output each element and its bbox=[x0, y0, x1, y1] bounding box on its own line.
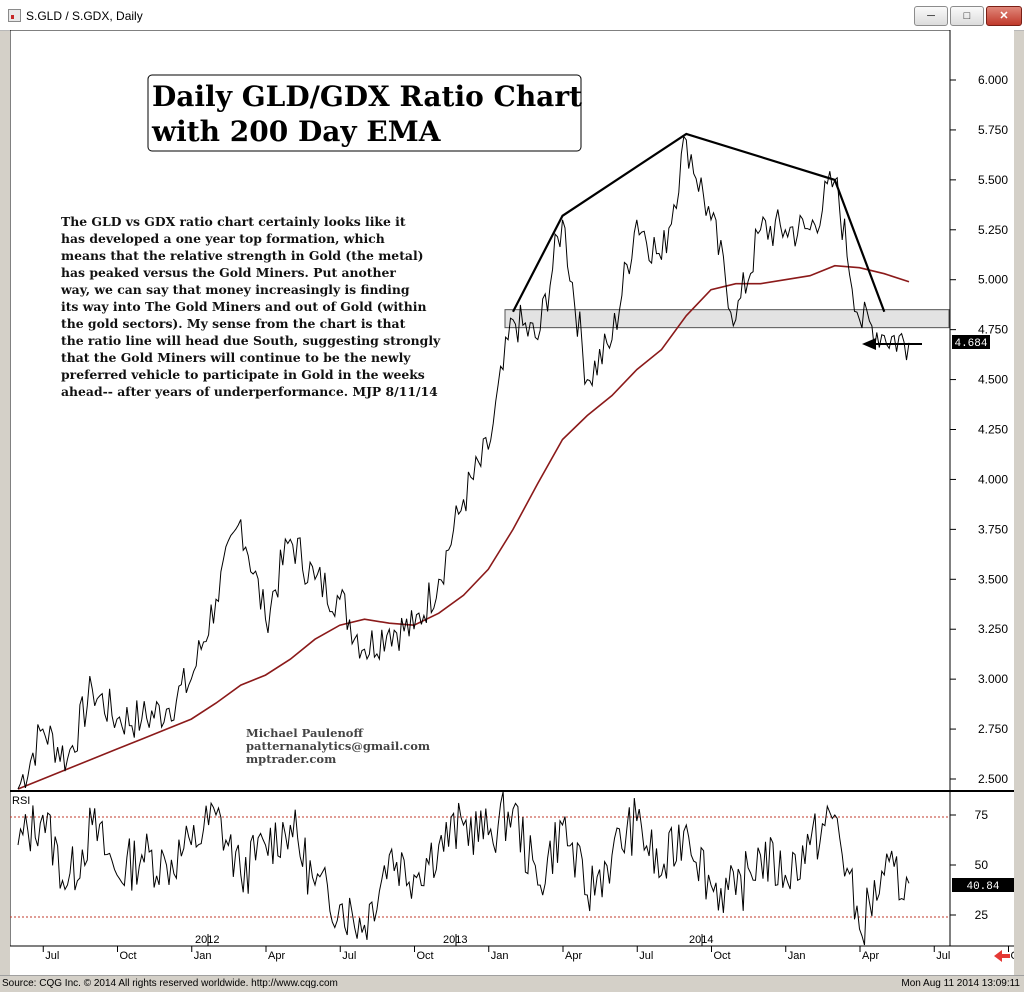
price-y-tick-label: 3.000 bbox=[978, 672, 1008, 686]
rsi-panel-frame bbox=[10, 790, 951, 947]
status-source: Source: CQG Inc. © 2014 All rights reser… bbox=[2, 978, 338, 989]
price-y-tick-label: 5.750 bbox=[978, 123, 1008, 137]
price-y-tick-label: 4.500 bbox=[978, 373, 1008, 387]
annotation-line: the ratio line will head due South, sugg… bbox=[61, 333, 441, 348]
year-label: 2014 bbox=[689, 934, 713, 946]
window-title: S.GLD / S.GDX, Daily bbox=[26, 9, 143, 23]
x-tick-label: Jul bbox=[342, 950, 356, 962]
credit-email: patternanalytics@gmail.com bbox=[246, 739, 430, 753]
x-tick-label: Jul bbox=[45, 950, 59, 962]
x-tick-label: Jan bbox=[491, 950, 509, 962]
x-axis: Jul Oct Jan Apr Jul Oct Jan Apr Jul Oct Jan Apr Jul O… bbox=[42, 934, 1015, 962]
x-tick-label: Jul bbox=[639, 950, 653, 962]
rsi-y-axis: 75 50 25 bbox=[950, 808, 988, 922]
close-icon: ✕ bbox=[999, 10, 1009, 22]
ema-layer bbox=[17, 264, 910, 790]
annotation-line: has developed a one year top formation, … bbox=[61, 231, 385, 246]
top-formation-line bbox=[512, 132, 886, 313]
price-y-tick-label: 2.500 bbox=[978, 772, 1008, 786]
rsi-y-tick-label: 50 bbox=[975, 858, 989, 872]
price-y-tick-label: 3.750 bbox=[978, 522, 1008, 536]
top-formation-layer bbox=[512, 132, 886, 313]
rsi-line bbox=[17, 791, 910, 946]
status-bar: Source: CQG Inc. © 2014 All rights reser… bbox=[0, 975, 1024, 992]
price-last-value: 4.684 bbox=[954, 338, 987, 350]
price-y-tick-label: 4.750 bbox=[978, 323, 1008, 337]
price-y-tick-label: 3.250 bbox=[978, 622, 1008, 636]
price-panel-frame bbox=[10, 30, 951, 792]
annotation-line: preferred vehicle to participate in Gold… bbox=[61, 367, 425, 382]
price-y-tick-label: 5.000 bbox=[978, 273, 1008, 287]
window-titlebar: S.GLD / S.GDX, Daily ─ □ ✕ bbox=[0, 0, 1024, 31]
price-y-tick-label: 5.250 bbox=[978, 223, 1008, 237]
price-ratio-line bbox=[17, 135, 910, 790]
x-tick-label: Apr bbox=[565, 950, 582, 962]
annotation-line: the gold sectors). My sense from the cha… bbox=[61, 316, 406, 331]
maximize-button[interactable]: □ bbox=[950, 6, 984, 26]
annotation-line: way, we can say that money increasingly … bbox=[60, 282, 410, 297]
price-y-axis: 6.000 5.750 5.500 5.250 5.000 4.750 4.500 4.250… bbox=[950, 73, 1008, 786]
x-tick-label: Jan bbox=[194, 950, 212, 962]
annotation-line: means that the relative strength in Gold… bbox=[61, 248, 424, 263]
annotation-line: has peaked versus the Gold Miners. Put a… bbox=[61, 265, 396, 280]
annotation-line: The GLD vs GDX ratio chart certainly loo… bbox=[61, 214, 406, 229]
price-last-value-badge bbox=[952, 335, 990, 349]
price-y-tick-label: 2.750 bbox=[978, 722, 1008, 736]
annotation-line: ahead-- after years of underperformance.… bbox=[61, 384, 438, 399]
chart-app-icon bbox=[8, 9, 21, 22]
rsi-label: RSI bbox=[12, 795, 30, 807]
rsi-y-tick-label: 25 bbox=[975, 908, 989, 922]
x-tick-label: Oct bbox=[120, 950, 137, 962]
price-layer bbox=[17, 135, 910, 790]
chart-canvas[interactable]: Daily GLD/GDX Ratio Chart with 200 Day E… bbox=[10, 30, 1014, 975]
price-y-tick-label: 5.500 bbox=[978, 173, 1008, 187]
scroll-left-arrow-icon[interactable] bbox=[994, 950, 1010, 962]
annotation-title-line-1: Daily GLD/GDX Ratio Chart bbox=[152, 80, 582, 113]
rsi-guides-layer bbox=[10, 816, 950, 918]
minimize-icon: ─ bbox=[927, 10, 935, 22]
price-y-tick-label: 6.000 bbox=[978, 73, 1008, 87]
credit-author: Michael Paulenoff bbox=[246, 726, 364, 740]
x-tick-label: Jul bbox=[936, 950, 950, 962]
annotation-title-line-2: with 200 Day EMA bbox=[151, 115, 442, 148]
annotation-line: its way into The Gold Miners and out of … bbox=[61, 299, 426, 314]
rsi-layer bbox=[17, 791, 910, 946]
rsi-last-value-badge bbox=[952, 878, 1014, 892]
annotation-line: that the Gold Miners will continue to be… bbox=[61, 350, 411, 365]
status-timestamp: Mon Aug 11 2014 13:09:11 bbox=[901, 978, 1020, 989]
year-label: 2012 bbox=[195, 934, 219, 946]
chart-area[interactable]: Daily GLD/GDX Ratio Chart with 200 Day E… bbox=[10, 30, 1014, 981]
annotation-title-box bbox=[147, 74, 582, 152]
rsi-last-value: 40.84 bbox=[966, 881, 999, 893]
price-y-tick-label: 3.500 bbox=[978, 572, 1008, 586]
ema-200-line bbox=[17, 264, 910, 790]
price-y-tick-label: 4.250 bbox=[978, 423, 1008, 437]
annotation-body: The GLD vs GDX ratio chart certainly loo… bbox=[60, 214, 441, 399]
x-tick-label: Apr bbox=[862, 950, 879, 962]
credit-website: mptrader.com bbox=[246, 752, 336, 766]
x-tick-label: Oct bbox=[417, 950, 434, 962]
year-label: 2013 bbox=[443, 934, 467, 946]
maximize-icon: □ bbox=[963, 10, 971, 22]
support-zone-box bbox=[504, 309, 950, 329]
close-button[interactable]: ✕ bbox=[986, 6, 1022, 26]
pointer-arrow-icon bbox=[862, 338, 922, 350]
support-zone-layer bbox=[504, 309, 950, 329]
x-tick-label: Oct bbox=[714, 950, 731, 962]
minimize-button[interactable]: ─ bbox=[914, 6, 948, 26]
x-tick-label: Oct bbox=[1011, 950, 1015, 962]
x-tick-label: Jan bbox=[788, 950, 806, 962]
rsi-y-tick-label: 75 bbox=[975, 808, 989, 822]
x-tick-label: Apr bbox=[268, 950, 285, 962]
price-y-tick-label: 4.000 bbox=[978, 472, 1008, 486]
